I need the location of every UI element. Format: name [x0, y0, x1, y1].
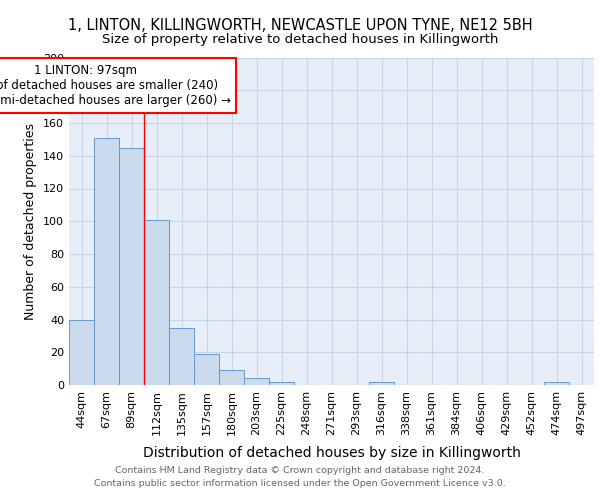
Text: Contains HM Land Registry data © Crown copyright and database right 2024.
Contai: Contains HM Land Registry data © Crown c… [94, 466, 506, 487]
Bar [119, 148, 144, 385]
Y-axis label: Number of detached properties: Number of detached properties [25, 122, 37, 320]
Bar [219, 370, 244, 385]
Bar [544, 382, 569, 385]
Text: 1 LINTON: 97sqm
← 48% of detached houses are smaller (240)
52% of semi-detached : 1 LINTON: 97sqm ← 48% of detached houses… [0, 64, 230, 107]
Bar [269, 382, 294, 385]
Bar [69, 320, 94, 385]
Text: 1, LINTON, KILLINGWORTH, NEWCASTLE UPON TYNE, NE12 5BH: 1, LINTON, KILLINGWORTH, NEWCASTLE UPON … [68, 18, 532, 32]
Bar [244, 378, 269, 385]
Bar [194, 354, 219, 385]
Bar [94, 138, 119, 385]
Bar [144, 220, 169, 385]
Bar [369, 382, 394, 385]
Text: Size of property relative to detached houses in Killingworth: Size of property relative to detached ho… [102, 32, 498, 46]
X-axis label: Distribution of detached houses by size in Killingworth: Distribution of detached houses by size … [143, 446, 520, 460]
Bar [169, 328, 194, 385]
